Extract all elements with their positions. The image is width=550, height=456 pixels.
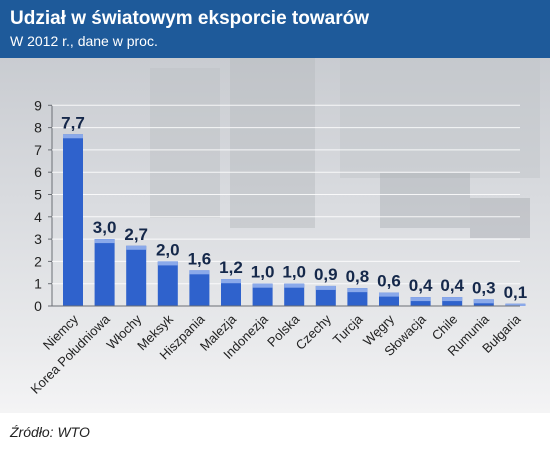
bar-highlight [189,270,210,275]
data-label: 0,4 [409,276,433,295]
data-label: 0,9 [314,265,338,284]
data-label: 7,7 [61,113,85,132]
bar-highlight [284,283,305,288]
chart-subtitle: W 2012 r., dane w proc. [10,33,158,49]
y-tick-label: 4 [34,209,42,225]
bar [347,288,368,306]
bar-highlight [94,239,115,244]
bar-highlight [157,261,178,266]
bar-highlight [347,288,368,293]
bar [157,261,178,306]
data-label: 0,8 [346,267,370,286]
bar [252,283,273,306]
y-tick-label: 5 [34,187,42,203]
data-label: 1,2 [219,258,243,277]
y-tick-label: 6 [34,164,42,180]
y-tick-label: 0 [34,298,42,314]
data-label: 1,6 [188,249,212,268]
x-tick-label: Turcja [330,311,366,347]
bar-highlight [126,245,147,250]
bar [221,279,241,306]
bar [315,285,336,306]
bar [284,283,305,306]
bar [126,245,147,306]
background-photo [0,58,550,413]
data-label: 0,4 [440,276,464,295]
bar-highlight [315,285,336,290]
bar [410,297,431,306]
data-label: 3,0 [93,218,117,237]
bar-highlight [379,292,399,297]
y-tick-label: 8 [34,120,42,136]
source-note: Źródło: WTO [10,424,90,440]
y-tick-label: 1 [34,276,42,292]
data-label: 2,7 [124,225,148,244]
background-shape [380,173,470,228]
data-label: 2,0 [156,240,180,259]
bar [94,239,115,306]
bar-highlight [221,279,241,284]
data-label: 0,6 [377,272,401,291]
data-label: 1,0 [282,263,306,282]
background-shape [230,58,315,228]
y-tick-label: 2 [34,253,42,269]
y-tick-label: 3 [34,231,42,247]
bar-highlight [505,303,526,306]
bar-highlight [442,297,463,302]
bar [63,134,83,306]
bar [442,297,463,306]
bar-highlight [63,134,83,139]
y-tick-label: 7 [34,142,42,158]
background-shape [340,58,540,178]
bar-highlight [252,283,273,288]
chart-title: Udział w światowym eksporcie towarów [10,8,369,29]
chart-header: Udział w światowym eksporcie towarów W 2… [0,0,550,58]
bar [189,270,210,306]
x-tick-label: Czechy [293,311,335,353]
background-shape [470,198,530,238]
bar-highlight [410,297,431,302]
bar-highlight [473,299,494,304]
y-tick-label: 9 [34,97,42,113]
background-shape [150,68,220,218]
data-label: 0,3 [472,278,496,297]
data-label: 0,1 [504,283,528,302]
data-label: 1,0 [251,263,275,282]
